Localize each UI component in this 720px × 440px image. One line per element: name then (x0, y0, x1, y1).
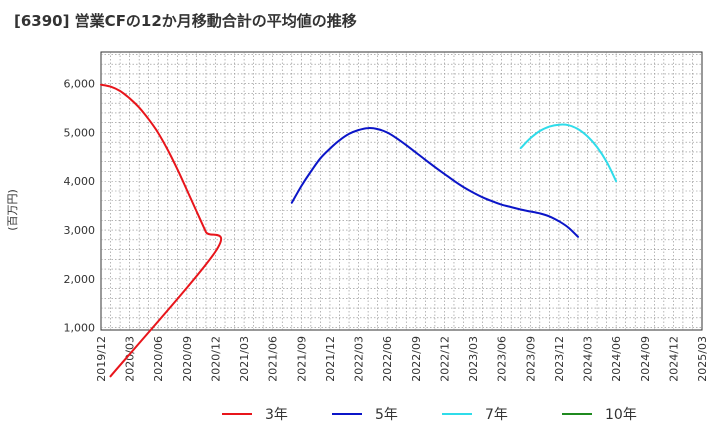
x-tick-label: 2024/03 (582, 336, 595, 382)
x-tick-label: 2023/06 (496, 336, 509, 382)
plot-area (100, 51, 703, 331)
legend-label: 7年 (485, 407, 508, 423)
y-tick-label: 6,000 (64, 78, 96, 91)
y-tick-label: 3,000 (64, 224, 96, 237)
x-tick-label: 2022/09 (410, 336, 423, 382)
legend-label: 3年 (265, 407, 288, 423)
x-tick-label: 2020/06 (152, 336, 165, 382)
y-tick-label: 1,000 (64, 322, 96, 335)
x-tick-label: 2024/09 (639, 336, 652, 382)
x-tick-label: 2019/12 (95, 336, 108, 382)
series-line (290, 127, 579, 238)
y-tick-label: 4,000 (64, 175, 96, 188)
x-tick-label: 2024/06 (610, 336, 623, 382)
x-tick-label: 2020/09 (181, 336, 194, 382)
grid-lines (101, 52, 702, 330)
x-tick-label: 2023/09 (524, 336, 537, 382)
x-tick-label: 2024/12 (667, 336, 680, 382)
legend: 3年 5年 7年 10年 (222, 407, 637, 423)
x-tick-label: 2021/06 (267, 336, 280, 382)
x-tick-label: 2021/12 (324, 336, 337, 382)
x-axis-ticks: 2019/12 2020/03 2020/06 2020/09 2020/12 2021/… (95, 336, 709, 382)
y-tick-label: 2,000 (64, 273, 96, 286)
legend-label: 5年 (375, 407, 398, 423)
legend-label: 10年 (605, 407, 637, 423)
y-tick-label: 5,000 (64, 126, 96, 139)
series-line (519, 123, 618, 183)
x-tick-label: 2020/03 (124, 336, 137, 382)
series-line (100, 83, 223, 378)
x-tick-label: 2023/03 (467, 336, 480, 382)
y-axis-ticks: 1,000 2,000 3,000 4,000 5,000 6,000 (64, 78, 96, 335)
x-tick-label: 2021/03 (238, 336, 251, 382)
x-tick-label: 2022/12 (438, 336, 451, 382)
x-tick-label: 2023/12 (553, 336, 566, 382)
series-lines (100, 83, 618, 378)
x-tick-label: 2025/03 (696, 336, 709, 382)
chart-title: [6390] 営業CFの12か月移動合計の平均値の推移 (14, 12, 357, 30)
x-tick-label: 2022/06 (381, 336, 394, 382)
x-tick-label: 2022/03 (353, 336, 366, 382)
x-tick-label: 2020/12 (209, 336, 222, 382)
x-tick-label: 2021/09 (295, 336, 308, 382)
